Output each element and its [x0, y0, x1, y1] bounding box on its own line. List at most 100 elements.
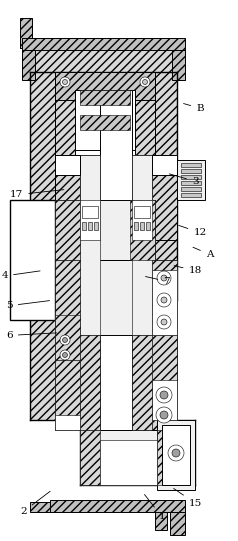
- Bar: [80, 155, 100, 230]
- Bar: [181, 169, 201, 173]
- Text: 6: 6: [6, 331, 57, 340]
- Bar: [155, 502, 167, 530]
- Bar: [134, 206, 150, 218]
- Circle shape: [60, 335, 70, 345]
- Bar: [55, 260, 177, 335]
- Circle shape: [156, 407, 172, 423]
- Bar: [177, 160, 205, 200]
- Bar: [55, 200, 80, 260]
- Circle shape: [172, 449, 180, 457]
- Bar: [152, 380, 177, 420]
- Bar: [152, 260, 177, 335]
- Bar: [157, 420, 195, 490]
- Bar: [181, 175, 201, 179]
- Bar: [80, 200, 100, 240]
- Bar: [80, 430, 177, 485]
- Text: 18: 18: [174, 266, 202, 275]
- Text: 5: 5: [6, 301, 50, 310]
- Bar: [80, 335, 100, 430]
- Circle shape: [60, 350, 70, 360]
- Text: 2: 2: [20, 491, 50, 516]
- Bar: [30, 200, 55, 320]
- Bar: [181, 187, 201, 191]
- Bar: [172, 50, 185, 80]
- Circle shape: [157, 271, 171, 285]
- Bar: [152, 155, 177, 175]
- Circle shape: [63, 338, 68, 342]
- Bar: [10, 200, 55, 320]
- Circle shape: [63, 353, 68, 358]
- Bar: [30, 48, 177, 72]
- Circle shape: [156, 387, 172, 403]
- Bar: [55, 155, 80, 260]
- Bar: [55, 335, 80, 430]
- Bar: [30, 48, 55, 420]
- Bar: [22, 50, 35, 80]
- Bar: [55, 72, 155, 100]
- Circle shape: [161, 297, 167, 303]
- Bar: [181, 193, 201, 197]
- Bar: [55, 360, 80, 430]
- Bar: [100, 90, 132, 430]
- Text: 15: 15: [174, 489, 202, 507]
- Bar: [132, 335, 152, 430]
- Bar: [82, 206, 98, 218]
- Bar: [181, 163, 201, 167]
- Circle shape: [160, 391, 168, 399]
- Bar: [152, 335, 177, 430]
- Bar: [20, 38, 175, 48]
- Bar: [148, 300, 177, 430]
- Circle shape: [157, 293, 171, 307]
- Bar: [132, 155, 152, 335]
- Bar: [152, 270, 177, 335]
- Circle shape: [168, 445, 184, 461]
- Bar: [162, 425, 190, 485]
- Bar: [22, 38, 185, 50]
- Bar: [55, 155, 80, 175]
- Bar: [94, 222, 98, 230]
- Bar: [132, 200, 152, 240]
- Bar: [88, 222, 92, 230]
- Bar: [55, 100, 75, 155]
- Bar: [55, 200, 155, 260]
- Bar: [135, 100, 155, 155]
- Bar: [181, 181, 201, 185]
- Bar: [55, 335, 177, 430]
- Bar: [80, 155, 100, 335]
- Text: 1: 1: [144, 494, 165, 521]
- Bar: [152, 155, 177, 240]
- Text: 7: 7: [145, 276, 170, 286]
- Bar: [55, 315, 80, 360]
- Circle shape: [143, 80, 148, 84]
- Bar: [132, 155, 152, 230]
- Bar: [140, 222, 144, 230]
- Bar: [30, 502, 178, 512]
- Circle shape: [157, 315, 171, 329]
- Circle shape: [161, 319, 167, 325]
- Text: 4: 4: [1, 271, 40, 280]
- Bar: [75, 90, 135, 150]
- Bar: [80, 115, 130, 130]
- Bar: [20, 18, 32, 48]
- Bar: [170, 512, 185, 535]
- Text: 17: 17: [10, 190, 64, 199]
- Text: 3: 3: [169, 174, 198, 186]
- Circle shape: [161, 275, 167, 281]
- Bar: [55, 415, 80, 430]
- Bar: [155, 48, 177, 300]
- Circle shape: [160, 411, 168, 419]
- Text: A: A: [193, 247, 213, 259]
- Circle shape: [60, 77, 70, 87]
- Circle shape: [63, 80, 68, 84]
- Bar: [50, 500, 185, 512]
- Text: 12: 12: [179, 226, 207, 237]
- Bar: [134, 222, 138, 230]
- Bar: [80, 430, 100, 485]
- Bar: [55, 260, 80, 335]
- Text: B: B: [183, 103, 204, 113]
- Bar: [80, 90, 130, 105]
- Circle shape: [140, 77, 150, 87]
- Bar: [157, 430, 177, 485]
- Bar: [146, 222, 150, 230]
- Bar: [130, 200, 155, 260]
